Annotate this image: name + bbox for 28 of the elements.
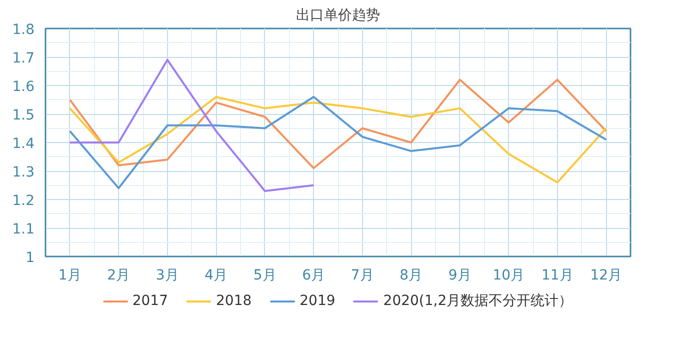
y-tick-label: 1.5 [12, 108, 34, 124]
y-tick-label: 1.8 [12, 22, 34, 38]
y-tick-label: 1.6 [12, 79, 35, 95]
x-tick-label: 6月 [302, 268, 326, 284]
line-series [68, 78, 608, 170]
x-tick-label: 12月 [590, 268, 622, 284]
x-tick-label: 3月 [156, 268, 179, 284]
chart-title: 出口单价趋势 [296, 8, 380, 24]
y-tick-label: 1.2 [12, 193, 34, 209]
y-tick-label: 1.4 [12, 136, 35, 152]
x-tick-label: 9月 [448, 268, 472, 284]
y-tick-label: 1.7 [12, 50, 34, 66]
legend-label: 2019 [300, 293, 336, 309]
legend-label: 2018 [216, 293, 252, 309]
x-tick-label: 10月 [492, 268, 525, 284]
legend-label: 2017 [132, 293, 168, 309]
line-series [68, 58, 315, 192]
x-tick-label: 11月 [541, 268, 574, 284]
y-tick-label: 1 [26, 250, 35, 266]
x-tick-label: 5月 [253, 268, 276, 284]
x-tick-label: 1月 [58, 268, 82, 284]
x-tick-label: 8月 [400, 268, 423, 284]
x-tick-label: 7月 [350, 268, 374, 284]
x-tick-label: 2月 [107, 268, 130, 284]
y-tick-label: 1.3 [12, 164, 34, 180]
legend-label: 2020(1,2月数据不分开统计） [383, 292, 573, 310]
x-tick-label: 4月 [204, 268, 228, 284]
y-tick-label: 1.1 [12, 222, 34, 238]
